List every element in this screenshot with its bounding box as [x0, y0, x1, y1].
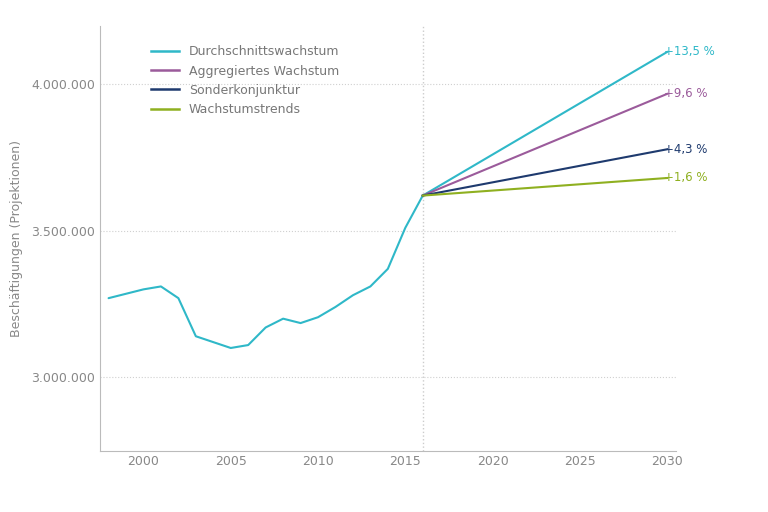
Y-axis label: Beschäftigungen (Projektionen): Beschäftigungen (Projektionen)	[10, 140, 23, 336]
Text: +13,5 %: +13,5 %	[664, 46, 714, 58]
Text: +1,6 %: +1,6 %	[664, 172, 707, 184]
Text: +9,6 %: +9,6 %	[664, 88, 707, 100]
Text: +4,3 %: +4,3 %	[664, 143, 707, 156]
Legend: Durchschnittswachstum, Aggregiertes Wachstum, Sonderkonjunktur, Wachstumstrends: Durchschnittswachstum, Aggregiertes Wach…	[147, 40, 344, 121]
